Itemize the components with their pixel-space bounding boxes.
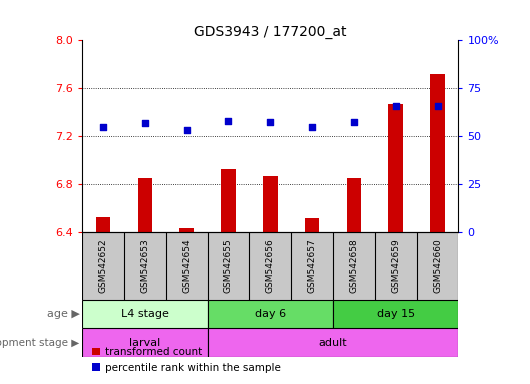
Point	[182, 127, 191, 133]
Point	[434, 103, 442, 109]
Bar	[430, 74, 445, 232]
Bar	[138, 178, 152, 232]
Legend: transformed count, percentile rank within the sample: transformed count, percentile rank withi…	[87, 343, 285, 377]
Text: age ▶: age ▶	[47, 309, 80, 319]
Text: GSM542653: GSM542653	[140, 238, 149, 293]
Bar	[82, 328, 208, 357]
Point	[140, 120, 149, 126]
Point	[308, 124, 316, 130]
Text: development stage ▶: development stage ▶	[0, 338, 80, 348]
Text: GSM542654: GSM542654	[182, 238, 191, 293]
Bar	[208, 328, 458, 357]
Point	[99, 124, 107, 130]
Bar	[96, 217, 110, 232]
Text: GSM542657: GSM542657	[307, 238, 316, 293]
Bar	[388, 104, 403, 232]
Text: GSM542660: GSM542660	[433, 238, 442, 293]
Bar	[333, 300, 458, 328]
Bar	[347, 178, 361, 232]
Text: GSM542652: GSM542652	[99, 238, 108, 293]
Text: GSM542659: GSM542659	[391, 238, 400, 293]
Text: GSM542655: GSM542655	[224, 238, 233, 293]
Text: day 15: day 15	[377, 309, 415, 319]
Point	[392, 103, 400, 109]
Bar	[263, 176, 278, 232]
Text: adult: adult	[319, 338, 347, 348]
Bar	[221, 169, 236, 232]
Bar	[179, 227, 194, 232]
Text: GSM542656: GSM542656	[266, 238, 275, 293]
Point	[224, 118, 233, 124]
Point	[350, 119, 358, 125]
Point	[266, 119, 275, 125]
Text: day 6: day 6	[255, 309, 286, 319]
Title: GDS3943 / 177200_at: GDS3943 / 177200_at	[194, 25, 347, 39]
Bar	[82, 300, 208, 328]
Text: GSM542658: GSM542658	[349, 238, 358, 293]
Bar	[305, 218, 320, 232]
Text: L4 stage: L4 stage	[121, 309, 169, 319]
Text: larval: larval	[129, 338, 161, 348]
Bar	[208, 300, 333, 328]
